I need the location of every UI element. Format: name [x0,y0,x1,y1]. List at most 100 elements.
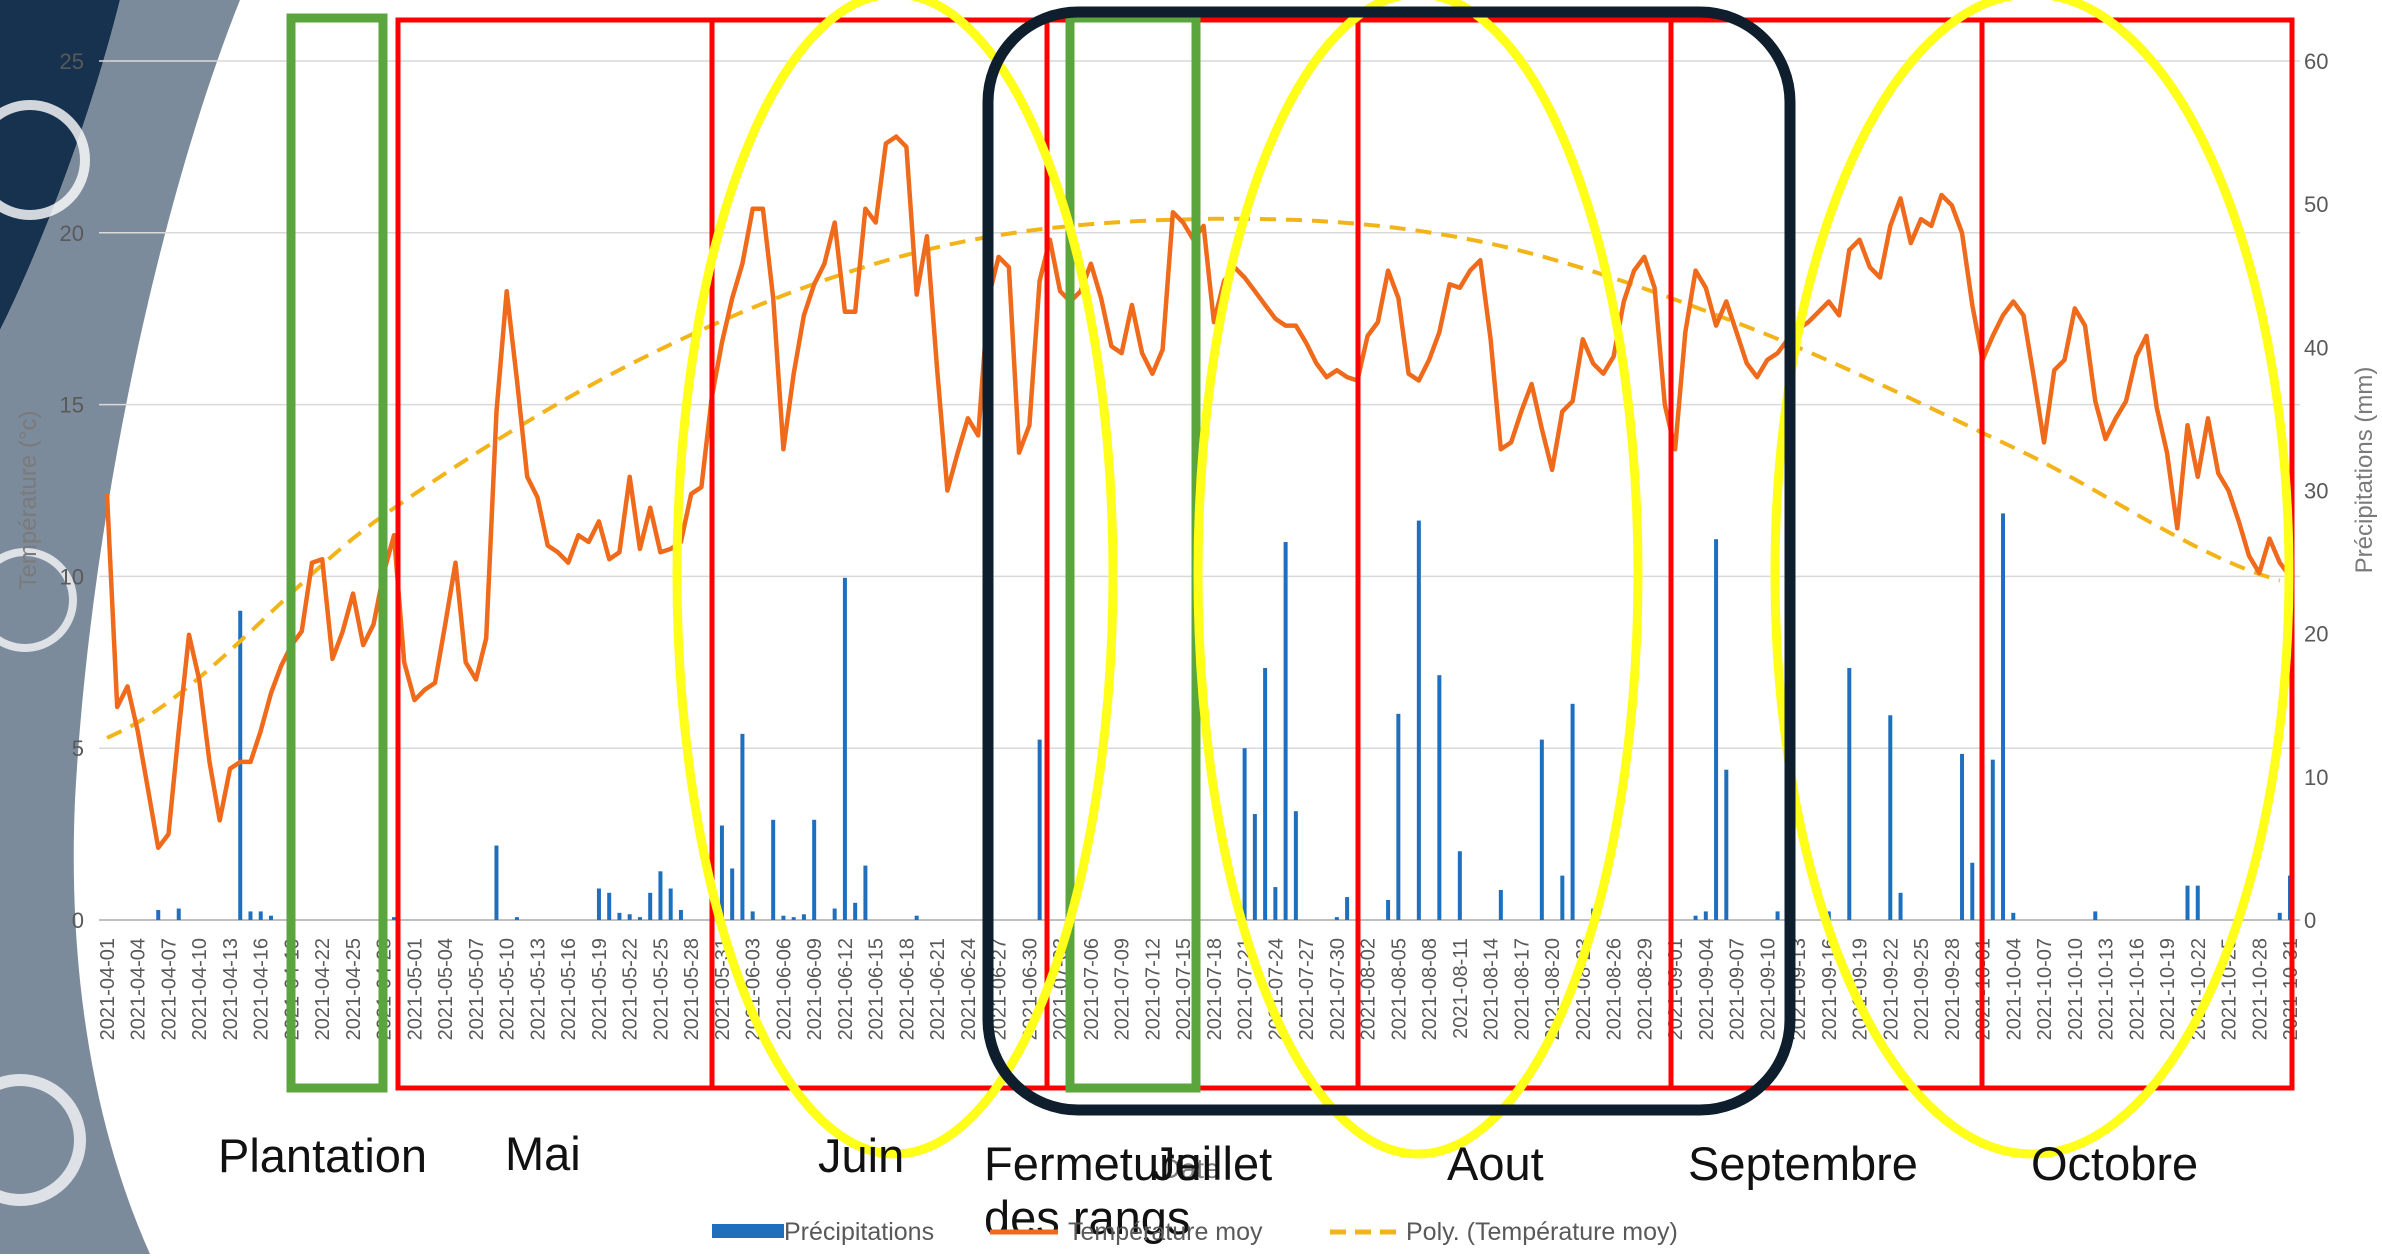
x-tick-label: 2021-06-03 [743,938,765,1040]
precip-bar [740,733,745,920]
precip-bar [596,888,601,920]
legend: Précipitations Température moy Poly. (Te… [712,1218,1678,1246]
precip-bar [1970,862,1975,920]
precip-bar [391,917,396,920]
precip-bar [1724,769,1729,920]
precip-bar [627,914,632,920]
x-tick-label: 2021-07-27 [1296,938,1318,1040]
x-tick-label: 2021-08-14 [1481,938,1503,1040]
precip-bar [637,917,642,920]
month-box-octobre [1979,17,2295,1091]
precip-bar [268,915,273,920]
precip-bar [730,868,735,920]
x-tick-label: 2021-06-24 [958,938,980,1040]
label-fermeture: Fermeture [984,1137,1201,1190]
right-tick-label: 50 [2304,192,2328,217]
precip-bar [668,888,673,920]
precip-bar [658,871,663,920]
right-tick-label: 10 [2304,765,2328,790]
precip-bar [1457,851,1462,920]
x-axis-title: Date [1160,1153,1219,1184]
x-tick-label: 2021-09-04 [1696,938,1718,1040]
right-axis-title: Précipitations (mm) [2351,367,2378,574]
precip-bar [2195,885,2200,920]
precip-bar [801,914,806,920]
precip-bar [842,577,847,920]
x-tick-label: 2021-10-22 [2188,938,2210,1040]
right-tick-label: 20 [2304,622,2328,647]
x-tick-label: 2021-08-26 [1604,938,1626,1040]
precip-bar [2011,912,2016,920]
precip-bar [1847,668,1852,920]
x-tick-label: 2021-09-28 [1942,938,1964,1040]
precip-bar [494,845,499,920]
left-tick-label: 5 [72,736,84,761]
precip-bar [1570,703,1575,920]
annotation-labels: Plantation Mai Juin Fermeture des rangs … [218,1127,2198,1244]
x-tick-label: 2021-09-16 [1819,938,1841,1040]
precip-bar [2185,885,2190,920]
right-tick-label: 40 [2304,335,2328,360]
x-tick-label: 2021-04-25 [343,938,365,1040]
precip-bar [1396,713,1401,920]
dark-box-canopy-closure [982,6,1796,1116]
decor-navy-shape [0,0,120,330]
precip-bar [771,819,776,920]
x-tick-label: 2021-08-29 [1634,938,1656,1040]
precip-bar [1703,911,1708,920]
label-juillet: Juillet [1152,1137,1272,1190]
precip-bar [1334,917,1339,920]
x-tick-label: 2021-05-31 [712,938,734,1040]
x-tick-label: 2021-06-06 [773,938,795,1040]
label-plantation: Plantation [218,1129,427,1182]
precip-bar [648,892,653,920]
precip-bar [678,909,683,920]
precip-bar [238,610,243,920]
x-tick-label: 2021-05-25 [650,938,672,1040]
precip-bar [2093,911,2098,920]
precip-bar [1345,897,1350,920]
precip-bar [781,915,786,920]
x-tick-label: 2021-10-04 [2003,938,2025,1040]
x-tick-label: 2021-06-21 [927,938,949,1040]
legend-swatch-precipitations [712,1224,784,1238]
month-box-mai [395,17,715,1091]
precip-bar [1293,811,1298,920]
x-tick-label: 2021-10-13 [2096,938,2118,1040]
x-tick-label: 2021-10-10 [2065,938,2087,1040]
precip-bar [1416,520,1421,920]
x-tick-label: 2021-05-19 [589,938,611,1040]
precip-bar [1775,911,1780,920]
month-box-aout [1355,17,1674,1091]
precip-bar [1560,875,1565,920]
precip-bar [1252,814,1257,920]
decor-leaf-motif [0,100,90,220]
left-tick-label: 0 [72,908,84,933]
x-tick-label: 2021-04-22 [312,938,334,1040]
x-tick-label: 2021-08-08 [1419,938,1441,1040]
x-tick-label: 2021-04-13 [220,938,242,1040]
x-tick-label: 2021-09-07 [1727,938,1749,1040]
x-tick-label: 2021-04-04 [128,938,150,1040]
right-axis-ticks: 0 10 20 30 40 50 60 [2304,49,2328,933]
precip-bar [863,865,868,920]
precip-bar [832,908,837,920]
x-tick-label: 2021-04-10 [189,938,211,1040]
precip-bar [617,912,622,920]
precip-bar [1437,675,1442,920]
x-tick-label: 2021-08-17 [1511,938,1533,1040]
precip-bar [1693,915,1698,920]
legend-label-poly: Poly. (Température moy) [1406,1218,1678,1246]
precip-bar [248,911,253,920]
label-juin: Juin [818,1129,904,1182]
x-tick-label: 2021-05-04 [435,938,457,1040]
left-tick-label: 20 [60,221,84,246]
precip-bar [1539,739,1544,920]
precip-bar [853,902,858,920]
decor-circle-motif [0,548,77,652]
green-box-plantation [286,13,388,1093]
precip-bar [791,917,796,920]
label-des-rangs: des rangs [984,1191,1190,1244]
label-mai: Mai [505,1127,581,1180]
